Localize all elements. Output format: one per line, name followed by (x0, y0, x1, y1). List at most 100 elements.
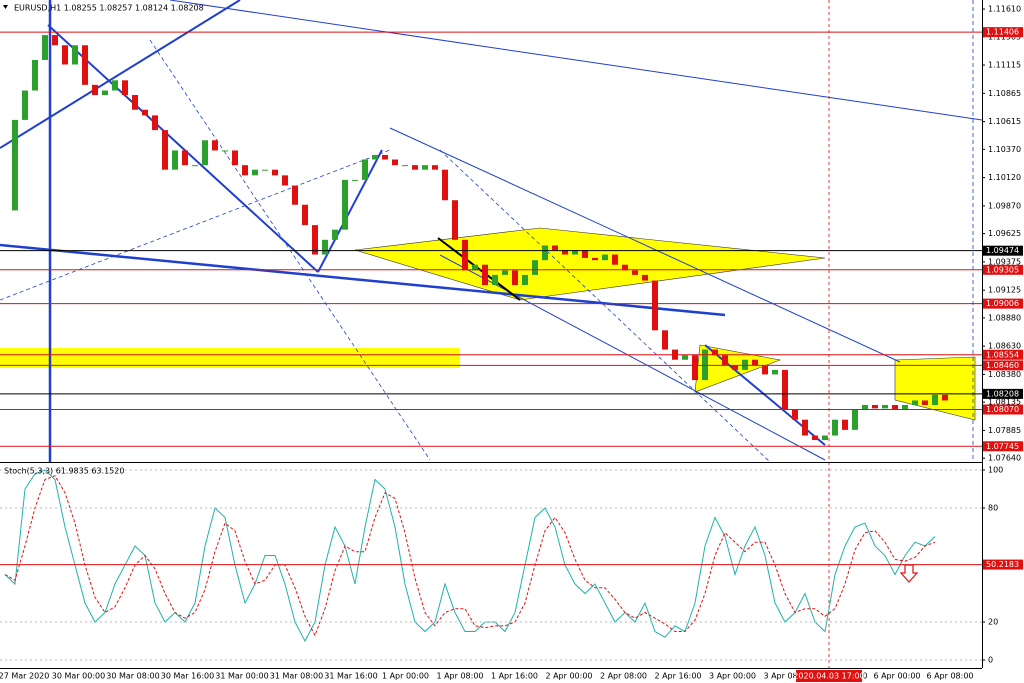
plot (0, 31, 982, 661)
level-label-box (983, 264, 1023, 275)
candle (22, 90, 28, 120)
y-tick-label: 1.08880 (988, 313, 1021, 322)
candle (242, 165, 248, 176)
channel-line (169, 0, 983, 121)
y-tick-label: 1.09625 (988, 229, 1021, 238)
y-tick-label: 1.08630 (988, 342, 1021, 351)
candle (232, 150, 238, 166)
candle (282, 175, 288, 186)
candle (402, 165, 408, 167)
candle (902, 404, 908, 410)
candle (82, 45, 88, 85)
candle (642, 274, 648, 281)
candle (762, 365, 768, 375)
candle (462, 239, 468, 271)
level-label: 1.08554 (986, 350, 1019, 359)
candle (592, 257, 598, 261)
candle (142, 109, 148, 116)
level-label-box (983, 404, 1023, 415)
candle (782, 369, 788, 410)
level-label: 1.09305 (986, 265, 1019, 274)
candle (892, 404, 898, 410)
zone (0, 348, 460, 368)
candle (682, 355, 688, 360)
candle (432, 165, 438, 170)
symbol-header: EURUSD,H1 1.08255 1.08257 1.08124 1.0820… (14, 4, 204, 13)
x-tick-label: 27 Mar 2020 (0, 672, 49, 681)
level-label: 50.2183 (986, 560, 1019, 569)
candle (392, 159, 398, 166)
candle (132, 95, 138, 110)
candle (452, 200, 458, 240)
header-icon (3, 5, 8, 9)
x-tick-label: 2 Apr 16:00 (654, 672, 701, 681)
triangle (354, 227, 826, 301)
channel-line (149, 39, 431, 461)
candle (702, 349, 708, 381)
candle (172, 150, 178, 170)
candle (712, 349, 718, 356)
cursor-label-box (796, 670, 862, 682)
candle (372, 154, 378, 160)
candle (292, 185, 298, 205)
candle (582, 250, 588, 258)
candle (872, 404, 878, 409)
y-tick-label: 1.09125 (988, 286, 1021, 295)
candle (532, 260, 538, 275)
y-tick-label: 1.08135 (988, 398, 1021, 407)
x-tick-label: 3 Apr 08:00 (763, 672, 810, 681)
y-tick-label: 1.11610 (988, 5, 1021, 14)
level-label-box (983, 441, 1023, 452)
candle (152, 115, 158, 131)
cursor-label: 2020.04.03 17:00 (793, 672, 864, 681)
candle (842, 419, 848, 430)
x-tick-label: 6 Apr 08:00 (926, 672, 973, 681)
candle (792, 409, 798, 420)
candle (802, 419, 808, 436)
candle (442, 169, 448, 201)
y-tick-label: 1.07640 (988, 454, 1021, 463)
candle (692, 355, 698, 381)
candle (662, 330, 668, 350)
candle (302, 204, 308, 226)
candle (472, 264, 478, 271)
x-tick-label: 6 Apr 00:00 (873, 672, 920, 681)
y-tick-label: 1.08380 (988, 370, 1021, 379)
level-label: 1.09474 (986, 246, 1019, 255)
candle (772, 369, 778, 375)
candle (202, 140, 208, 166)
y-tick-label: 100 (988, 465, 1003, 474)
candle (612, 254, 618, 265)
candle (632, 270, 638, 275)
annotations (0, 0, 983, 668)
candle (542, 245, 548, 261)
candle (852, 409, 858, 430)
candle (332, 229, 338, 240)
candle (112, 80, 118, 91)
y-tick-label: 1.10370 (988, 145, 1021, 154)
candle (32, 59, 38, 91)
candle (212, 140, 218, 151)
candle (862, 404, 868, 410)
candle (652, 280, 658, 331)
candle (562, 250, 568, 255)
candle (102, 90, 108, 96)
candle (42, 35, 48, 60)
candle (822, 435, 828, 441)
candle (252, 169, 258, 176)
level-label-box (983, 388, 1023, 399)
x-tick-label: 2 Apr 00:00 (545, 672, 592, 681)
trend-line (0, 0, 241, 149)
candle (52, 35, 58, 46)
candle (572, 250, 578, 255)
candle (602, 254, 608, 261)
candle (352, 179, 358, 181)
stoch-line (4, 475, 936, 637)
x-tick-label: 1 Apr 00:00 (382, 672, 429, 681)
candle (942, 394, 948, 401)
candle (922, 400, 928, 405)
x-tick-label: 30 Mar 16:00 (161, 672, 214, 681)
y-tick-label: 1.07885 (988, 426, 1021, 435)
